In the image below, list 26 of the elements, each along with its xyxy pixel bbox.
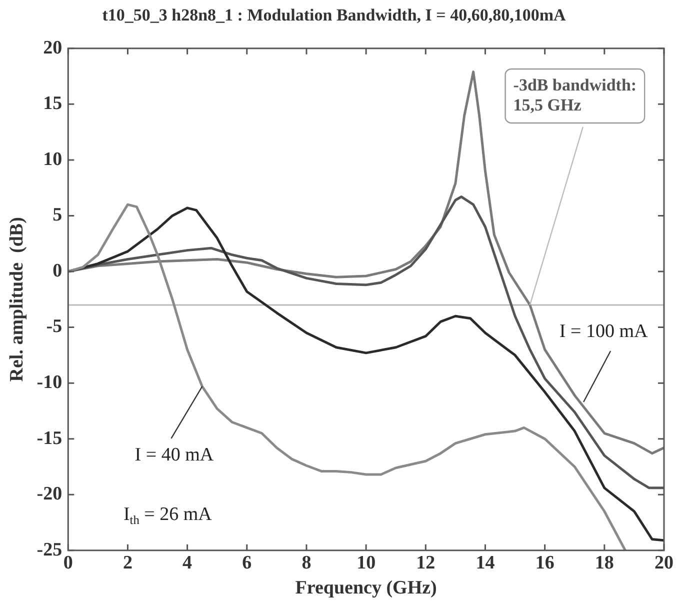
y-tick-label: -15 [36,428,62,449]
annotation: -3dB bandwidth: 15,5 GHz [513,75,637,114]
y-tick-label: -20 [36,484,62,505]
y-tick-label: -10 [36,372,62,393]
y-tick-label: 15 [43,93,62,114]
x-tick-label: 10 [356,552,376,574]
y-tick-label: 10 [43,148,62,170]
y-axis-title: Rel. amplitude (dB) [6,217,28,382]
annotation: I = 100 mA [559,321,648,342]
y-tick-label: -25 [36,539,62,560]
x-axis-title: Frequency (GHz) [295,578,437,599]
x-tick-label: 6 [242,552,252,574]
y-tick-label: 0 [52,260,62,282]
x-tick-label: 14 [476,552,496,574]
annotation: I = 40 mA [134,444,214,466]
y-tick-label: -5 [46,316,62,338]
x-tick-label: 8 [302,552,312,574]
x-tick-label: 20 [654,552,674,574]
x-tick-label: 16 [535,552,554,574]
x-tick-label: 2 [122,552,132,574]
chart-title: t10_50_3 h28n8_1 : Modulation Bandwidth, I = 40,60,80,100mA [102,6,566,25]
x-tick-label: 12 [416,552,436,574]
x-tick-label: 18 [594,552,614,574]
y-tick-label: 5 [52,204,62,226]
x-tick-label: 4 [182,552,193,574]
y-tick-label: 20 [43,37,62,58]
